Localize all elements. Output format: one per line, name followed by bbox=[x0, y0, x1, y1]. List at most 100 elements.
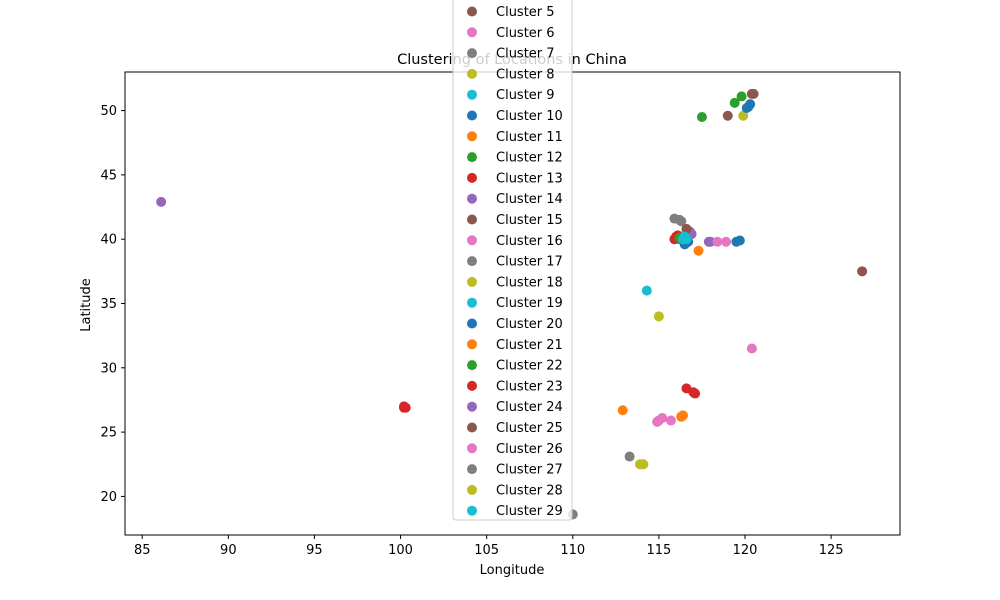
legend-entry-label: Cluster 10 bbox=[496, 109, 563, 124]
legend-entry-label: Cluster 21 bbox=[496, 338, 563, 353]
legend-entry-label: Cluster 15 bbox=[496, 213, 563, 228]
x-tick-label: 85 bbox=[134, 543, 151, 558]
scatter-point bbox=[705, 236, 716, 247]
legend-marker bbox=[467, 152, 477, 163]
legend-marker bbox=[467, 131, 477, 142]
legend-entry-label: Cluster 8 bbox=[496, 67, 555, 82]
legend-marker bbox=[467, 360, 477, 371]
legend-marker bbox=[467, 380, 477, 391]
legend-entry-label: Cluster 6 bbox=[496, 26, 555, 41]
legend-entry-label: Cluster 5 bbox=[496, 5, 555, 20]
scatter-point bbox=[617, 405, 628, 416]
x-tick-label: 90 bbox=[220, 543, 237, 558]
legend-entry-label: Cluster 9 bbox=[496, 88, 555, 103]
legend-marker bbox=[467, 339, 477, 350]
y-tick-label: 30 bbox=[100, 361, 117, 376]
x-tick-label: 95 bbox=[306, 543, 323, 558]
legend-marker bbox=[467, 172, 477, 183]
legend-marker bbox=[467, 214, 477, 225]
scatter-point bbox=[156, 196, 167, 207]
scatter-point bbox=[712, 236, 723, 247]
legend-entry-label: Cluster 20 bbox=[496, 317, 563, 332]
legend-entry-label: Cluster 13 bbox=[496, 171, 563, 186]
legend-entry-label: Cluster 16 bbox=[496, 234, 563, 249]
scatter-point bbox=[746, 343, 757, 354]
axes-layer: 85 90 95 100 105 110 115 120 125 20 25 30 35 40 45 50 bbox=[100, 71, 901, 558]
legend-marker bbox=[467, 422, 477, 433]
legend-box bbox=[452, 0, 573, 521]
scatter-point bbox=[690, 388, 701, 399]
y-tick-label: 45 bbox=[100, 168, 117, 183]
x-tick-label: 100 bbox=[388, 543, 413, 558]
scatter-point bbox=[696, 112, 707, 123]
legend-entry-label: Cluster 7 bbox=[496, 47, 555, 62]
legend-entry-label: Cluster 27 bbox=[496, 463, 563, 478]
legend-marker bbox=[467, 110, 477, 121]
legend-entry-label: Cluster 25 bbox=[496, 421, 563, 436]
scatter-point bbox=[681, 223, 692, 234]
y-axis-label: Latitude bbox=[79, 278, 94, 332]
legend-marker bbox=[467, 68, 477, 79]
scatter-point bbox=[721, 236, 732, 247]
scatter-point bbox=[743, 101, 754, 112]
scatter-point bbox=[857, 266, 868, 277]
legend-entry-label: Cluster 19 bbox=[496, 296, 563, 311]
y-tick-label: 20 bbox=[100, 490, 117, 505]
x-tick-label: 120 bbox=[733, 543, 758, 558]
legend-marker bbox=[467, 256, 477, 267]
x-tick-label: 125 bbox=[819, 543, 844, 558]
x-tick-label: 105 bbox=[474, 543, 499, 558]
legend-entry-label: Cluster 24 bbox=[496, 400, 563, 415]
scatter-point bbox=[653, 415, 664, 426]
legend-marker bbox=[467, 505, 477, 516]
legend-entry-label: Cluster 28 bbox=[496, 483, 563, 498]
legend-marker bbox=[467, 27, 477, 38]
legend-entry-label: Cluster 29 bbox=[496, 504, 563, 519]
scatter-point bbox=[400, 402, 411, 413]
legend-marker bbox=[467, 193, 477, 204]
legend-marker bbox=[467, 464, 477, 475]
scatter-point bbox=[641, 285, 652, 296]
y-tick-label: 35 bbox=[100, 297, 117, 312]
legend-marker bbox=[467, 318, 477, 329]
scatter-point bbox=[734, 235, 745, 246]
legend-entry-label: Cluster 11 bbox=[496, 130, 563, 145]
legend-entry-label: Cluster 17 bbox=[496, 255, 563, 270]
legend-marker bbox=[467, 297, 477, 308]
scatter-point bbox=[665, 415, 676, 426]
legend-entry-label: Cluster 18 bbox=[496, 275, 563, 290]
legend-marker bbox=[467, 276, 477, 287]
scatter-point bbox=[676, 411, 687, 422]
scatter-point bbox=[681, 234, 692, 245]
legend-marker bbox=[467, 443, 477, 454]
legend-marker bbox=[467, 484, 477, 495]
y-tick-label: 25 bbox=[100, 426, 117, 441]
scatter-point bbox=[722, 110, 733, 121]
legend-entry-label: Cluster 26 bbox=[496, 442, 563, 457]
scatter-point bbox=[693, 245, 704, 256]
legend-entry-label: Cluster 22 bbox=[496, 359, 563, 374]
legend: Cluster 5 Cluster 6 Cluster 7 Cluster 8 Clus… bbox=[452, 0, 573, 521]
legend-entry-label: Cluster 23 bbox=[496, 379, 563, 394]
scatter-point bbox=[638, 459, 649, 470]
legend-marker bbox=[467, 89, 477, 100]
x-tick-label: 115 bbox=[646, 543, 671, 558]
x-axis-label: Longitude bbox=[480, 563, 545, 578]
scatter-point bbox=[729, 97, 740, 108]
legend-marker bbox=[467, 48, 477, 59]
legend-marker bbox=[467, 401, 477, 412]
y-tick-label: 40 bbox=[100, 233, 117, 248]
scatter-point bbox=[736, 91, 747, 102]
x-tick-label: 110 bbox=[560, 543, 585, 558]
scatter-point bbox=[624, 451, 635, 462]
y-tick-label: 50 bbox=[100, 104, 117, 119]
plot-area bbox=[156, 88, 868, 520]
scatter-point bbox=[674, 214, 685, 225]
legend-marker bbox=[467, 235, 477, 246]
legend-entry-label: Cluster 12 bbox=[496, 151, 563, 166]
scatter-point bbox=[738, 110, 749, 121]
legend-marker bbox=[467, 6, 477, 17]
scatter-point bbox=[748, 88, 759, 99]
scatter-point bbox=[653, 311, 664, 322]
